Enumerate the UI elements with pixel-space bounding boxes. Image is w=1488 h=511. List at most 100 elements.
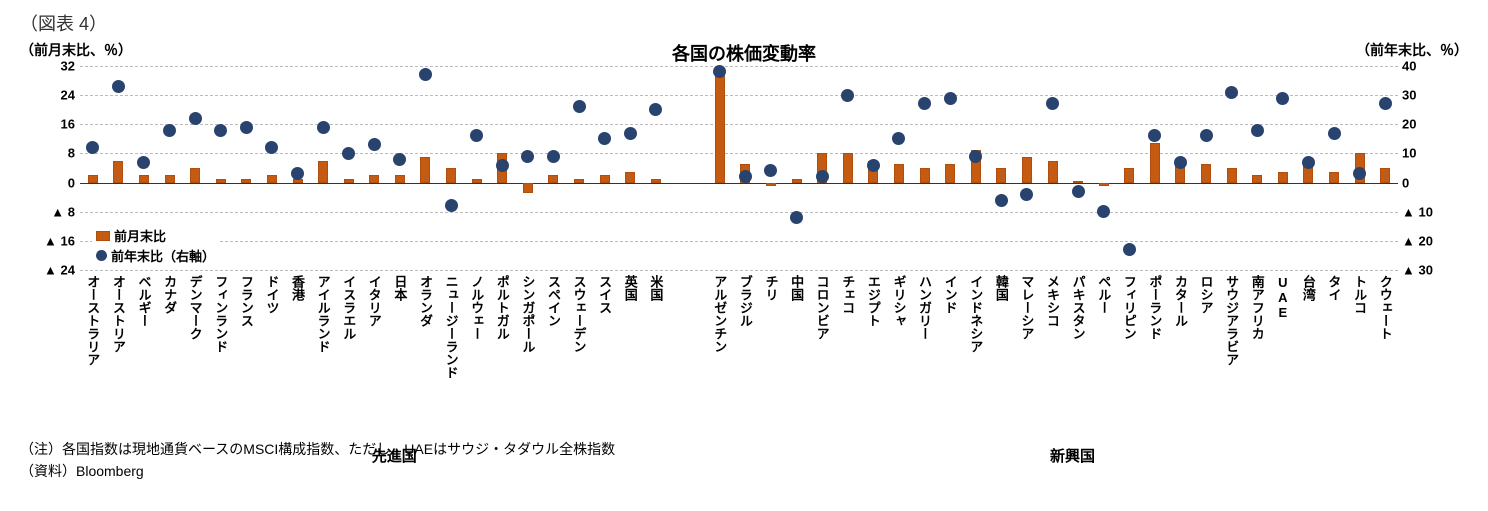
x-label: オーストラリア: [86, 275, 99, 366]
legend-yoy: 前年末比（右軸）: [96, 246, 215, 265]
dot-yoy: [1097, 205, 1110, 218]
grid-line: [80, 95, 1398, 96]
bar-mom: [894, 164, 904, 182]
x-label: 香港: [291, 275, 304, 301]
ytick-right: ▲ 20: [1402, 233, 1456, 248]
bar-mom: [369, 175, 379, 182]
x-label: 台湾: [1302, 275, 1315, 301]
bar-mom: [1227, 168, 1237, 183]
dot-yoy: [649, 103, 662, 116]
bar-mom: [88, 175, 98, 182]
dot-yoy: [764, 164, 777, 177]
ytick-right: ▲ 10: [1402, 204, 1456, 219]
dot-yoy: [1072, 185, 1085, 198]
dot-yoy: [1276, 92, 1289, 105]
stock-returns-chart: （前月末比、％） 各国の株価変動率 （前年末比、％） ▲ 24▲ 30▲ 16▲…: [20, 40, 1468, 390]
dot-yoy: [1200, 129, 1213, 142]
dot-yoy: [1251, 124, 1264, 137]
bar-mom: [113, 161, 123, 183]
x-label: カタール: [1174, 275, 1187, 327]
bar-mom: [139, 175, 149, 182]
dot-yoy: [342, 147, 355, 160]
dot-yoy: [1225, 86, 1238, 99]
dot-yoy: [598, 132, 611, 145]
x-label: デンマーク: [189, 275, 202, 340]
left-axis-label: （前月末比、％）: [20, 40, 132, 60]
x-label: イスラエル: [342, 275, 355, 340]
bar-mom: [1124, 168, 1134, 183]
ytick-left: 16: [30, 117, 75, 132]
right-axis-label: （前年末比、％）: [1356, 40, 1468, 60]
ytick-left: 32: [30, 59, 75, 74]
x-label: 英国: [624, 275, 637, 301]
dot-yoy: [547, 150, 560, 163]
grid-line: [80, 153, 1398, 154]
x-label: スイス: [598, 275, 611, 314]
x-label: ポルトガル: [496, 275, 509, 340]
x-label: ハンガリー: [918, 275, 931, 340]
dot-yoy: [790, 211, 803, 224]
grid-line: [80, 212, 1398, 213]
dot-yoy: [317, 121, 330, 134]
x-label: チリ: [764, 275, 777, 301]
bar-mom: [1329, 172, 1339, 183]
x-label: インドネシア: [969, 275, 982, 353]
x-label: サウジアラビア: [1225, 275, 1238, 366]
bar-mom: [420, 157, 430, 183]
bar-mom: [1022, 157, 1032, 183]
ytick-right: 0: [1402, 175, 1456, 190]
x-label: パキスタン: [1072, 275, 1085, 340]
ytick-left: 8: [30, 146, 75, 161]
bar-mom: [190, 168, 200, 183]
dot-yoy: [841, 89, 854, 102]
x-label: タイ: [1328, 275, 1341, 301]
dot-yoy: [470, 129, 483, 142]
figure-label: （図表 4）: [20, 10, 1468, 36]
bar-mom: [600, 175, 610, 182]
bar-mom: [241, 179, 251, 183]
dot-yoy: [163, 124, 176, 137]
ytick-right: ▲ 30: [1402, 263, 1456, 278]
legend-mom: 前月末比: [96, 226, 215, 245]
ytick-right: 40: [1402, 59, 1456, 74]
bar-mom: [574, 179, 584, 183]
x-label: アルゼンチン: [713, 275, 726, 353]
x-label: ペルー: [1097, 275, 1110, 314]
group-label-developed: 先進国: [372, 445, 417, 466]
bar-mom: [1201, 164, 1211, 182]
footnote-2: （資料）Bloomberg: [20, 460, 1468, 482]
bar-mom: [792, 179, 802, 183]
bar-mom: [715, 73, 725, 182]
dot-yoy: [393, 153, 406, 166]
bar-mom: [1048, 161, 1058, 183]
dot-yoy: [189, 112, 202, 125]
x-label: ギリシャ: [892, 275, 905, 327]
x-label: オランダ: [419, 275, 432, 327]
x-label: 中国: [790, 275, 803, 301]
grid-line: [80, 241, 1398, 242]
x-label: 米国: [649, 275, 662, 301]
dot-yoy: [892, 132, 905, 145]
bar-mom: [766, 183, 776, 187]
dot-swatch-icon: [96, 250, 107, 261]
x-label: クウェート: [1379, 275, 1392, 340]
bar-mom: [1380, 168, 1390, 183]
ytick-left: ▲ 8: [30, 204, 75, 219]
x-label: スペイン: [547, 275, 560, 327]
x-label: ノルウェー: [470, 275, 483, 340]
ytick-left: 24: [30, 88, 75, 103]
x-label: フィリピン: [1123, 275, 1136, 340]
bar-mom: [395, 175, 405, 182]
dot-yoy: [240, 121, 253, 134]
legend-yoy-label: 前年末比（右軸）: [111, 246, 215, 265]
dot-yoy: [368, 138, 381, 151]
dot-yoy: [816, 170, 829, 183]
dot-yoy: [867, 159, 880, 172]
bar-mom: [651, 179, 661, 183]
bar-mom: [267, 175, 277, 182]
dot-yoy: [1302, 156, 1315, 169]
bar-mom: [1278, 172, 1288, 183]
ytick-left: 0: [30, 175, 75, 190]
x-label: マレーシア: [1020, 275, 1033, 340]
dot-yoy: [1020, 188, 1033, 201]
